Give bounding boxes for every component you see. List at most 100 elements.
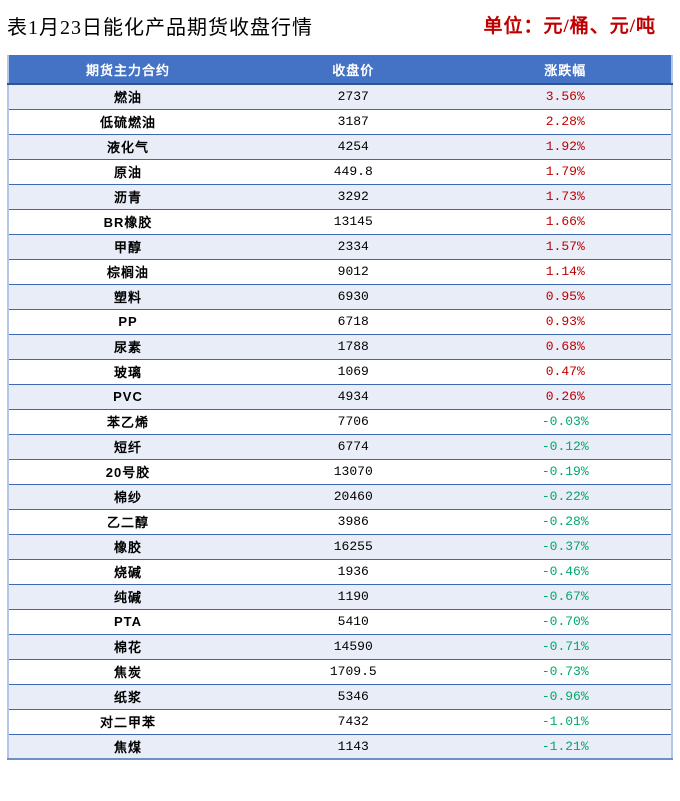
- close-price-cell: 449.8: [247, 159, 460, 185]
- close-price-cell: 2334: [247, 234, 460, 260]
- close-price-cell: 20460: [247, 484, 460, 510]
- table-row: PVC 4934 0.26%: [8, 384, 672, 410]
- table-row: 塑料 6930 0.95%: [8, 284, 672, 310]
- column-header-close-price: 收盘价: [247, 55, 460, 85]
- close-price-cell: 7432: [247, 709, 460, 735]
- table-row: 液化气 4254 1.92%: [8, 134, 672, 160]
- change-pct-cell: -1.01%: [459, 709, 672, 735]
- table-row: 玻璃 1069 0.47%: [8, 359, 672, 385]
- close-price-cell: 3986: [247, 509, 460, 535]
- change-pct-cell: -0.19%: [459, 459, 672, 485]
- change-pct-cell: 0.93%: [459, 309, 672, 335]
- table-row: 短纤 6774 -0.12%: [8, 434, 672, 460]
- change-pct-cell: 0.47%: [459, 359, 672, 385]
- table-row: 原油 449.8 1.79%: [8, 159, 672, 185]
- contract-cell: 短纤: [8, 434, 248, 460]
- contract-cell: 焦炭: [8, 659, 248, 685]
- close-price-cell: 16255: [247, 534, 460, 560]
- table-row: PTA 5410 -0.70%: [8, 609, 672, 635]
- close-price-cell: 1190: [247, 584, 460, 610]
- change-pct-cell: -0.96%: [459, 684, 672, 710]
- table-row: 尿素 1788 0.68%: [8, 334, 672, 360]
- close-price-cell: 3292: [247, 184, 460, 210]
- contract-cell: 棉纱: [8, 484, 248, 510]
- contract-cell: BR橡胶: [8, 209, 248, 235]
- change-pct-cell: -0.28%: [459, 509, 672, 535]
- close-price-cell: 6774: [247, 434, 460, 460]
- table-row: 对二甲苯 7432 -1.01%: [8, 709, 672, 735]
- page-title: 表1月23日能化产品期货收盘行情: [7, 17, 313, 39]
- contract-cell: 棕榈油: [8, 259, 248, 285]
- title-bar: 表1月23日能化产品期货收盘行情 单位：元/桶、元/吨: [0, 0, 680, 55]
- close-price-cell: 14590: [247, 634, 460, 660]
- contract-cell: PVC: [8, 384, 248, 410]
- change-pct-cell: 1.79%: [459, 159, 672, 185]
- contract-cell: 液化气: [8, 134, 248, 160]
- unit-label: 单位：元/桶、元/吨: [483, 16, 656, 37]
- change-pct-cell: 1.14%: [459, 259, 672, 285]
- change-pct-cell: -0.73%: [459, 659, 672, 685]
- column-header-contract: 期货主力合约: [8, 55, 248, 85]
- close-price-cell: 7706: [247, 409, 460, 435]
- close-price-cell: 1788: [247, 334, 460, 360]
- table-header-row: 期货主力合约 收盘价 涨跌幅: [8, 55, 672, 85]
- contract-cell: 橡胶: [8, 534, 248, 560]
- change-pct-cell: 0.95%: [459, 284, 672, 310]
- contract-cell: 玻璃: [8, 359, 248, 385]
- close-price-cell: 5346: [247, 684, 460, 710]
- contract-cell: 棉花: [8, 634, 248, 660]
- contract-cell: PP: [8, 309, 248, 335]
- table-row: 纯碱 1190 -0.67%: [8, 584, 672, 610]
- close-price-cell: 1936: [247, 559, 460, 585]
- table-row: 棉纱 20460 -0.22%: [8, 484, 672, 510]
- table-body: 燃油 2737 3.56% 低硫燃油 3187 2.28% 液化气 4254 1.92% 原油 44…: [8, 84, 672, 760]
- change-pct-cell: 1.66%: [459, 209, 672, 235]
- change-pct-cell: -0.70%: [459, 609, 672, 635]
- contract-cell: 纸浆: [8, 684, 248, 710]
- contract-cell: 低硫燃油: [8, 109, 248, 135]
- contract-cell: 沥青: [8, 184, 248, 210]
- change-pct-cell: -1.21%: [459, 734, 672, 760]
- close-price-cell: 1069: [247, 359, 460, 385]
- table-row: 烧碱 1936 -0.46%: [8, 559, 672, 585]
- close-price-cell: 2737: [247, 84, 460, 110]
- change-pct-cell: -0.22%: [459, 484, 672, 510]
- change-pct-cell: 3.56%: [459, 84, 672, 110]
- futures-closing-table: 期货主力合约 收盘价 涨跌幅 燃油 2737 3.56% 低硫燃油 3187 2.28% 液…: [7, 55, 673, 760]
- contract-cell: 20号胶: [8, 459, 248, 485]
- change-pct-cell: 1.73%: [459, 184, 672, 210]
- column-header-change-pct: 涨跌幅: [459, 55, 672, 85]
- close-price-cell: 1143: [247, 734, 460, 760]
- change-pct-cell: 0.26%: [459, 384, 672, 410]
- contract-cell: 对二甲苯: [8, 709, 248, 735]
- change-pct-cell: 1.92%: [459, 134, 672, 160]
- table-row: 燃油 2737 3.56%: [8, 84, 672, 110]
- change-pct-cell: -0.46%: [459, 559, 672, 585]
- table-row: 纸浆 5346 -0.96%: [8, 684, 672, 710]
- close-price-cell: 5410: [247, 609, 460, 635]
- close-price-cell: 4254: [247, 134, 460, 160]
- change-pct-cell: -0.67%: [459, 584, 672, 610]
- table-row: 棉花 14590 -0.71%: [8, 634, 672, 660]
- table-row: 焦炭 1709.5 -0.73%: [8, 659, 672, 685]
- close-price-cell: 9012: [247, 259, 460, 285]
- contract-cell: 纯碱: [8, 584, 248, 610]
- table-row: 焦煤 1143 -1.21%: [8, 734, 672, 760]
- table-row: BR橡胶 13145 1.66%: [8, 209, 672, 235]
- table-row: 沥青 3292 1.73%: [8, 184, 672, 210]
- table-row: 棕榈油 9012 1.14%: [8, 259, 672, 285]
- contract-cell: 原油: [8, 159, 248, 185]
- close-price-cell: 3187: [247, 109, 460, 135]
- contract-cell: 烧碱: [8, 559, 248, 585]
- change-pct-cell: -0.12%: [459, 434, 672, 460]
- contract-cell: 燃油: [8, 84, 248, 110]
- contract-cell: PTA: [8, 609, 248, 635]
- change-pct-cell: 0.68%: [459, 334, 672, 360]
- change-pct-cell: 1.57%: [459, 234, 672, 260]
- contract-cell: 塑料: [8, 284, 248, 310]
- table-row: 橡胶 16255 -0.37%: [8, 534, 672, 560]
- close-price-cell: 6718: [247, 309, 460, 335]
- close-price-cell: 1709.5: [247, 659, 460, 685]
- contract-cell: 尿素: [8, 334, 248, 360]
- table-row: 甲醇 2334 1.57%: [8, 234, 672, 260]
